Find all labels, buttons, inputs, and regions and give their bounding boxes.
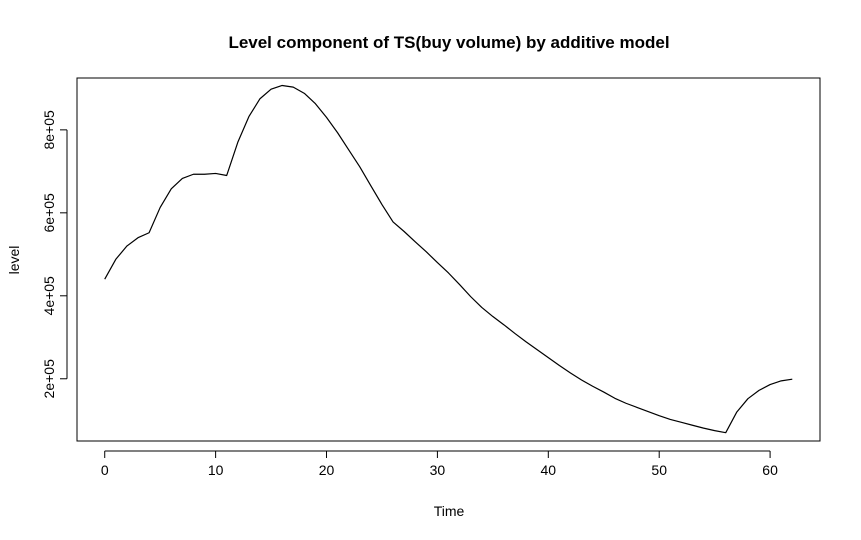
series-line (104, 84, 793, 434)
plot-area-frame (76, 77, 821, 442)
series-layer (104, 84, 793, 434)
x-tick-label: 40 (541, 462, 557, 478)
y-axis-label: level (6, 246, 22, 275)
chart-title: Level component of TS(buy volume) by add… (228, 33, 669, 52)
y-tick-label: 2e+05 (41, 359, 57, 399)
y-axis: 2e+05 4e+05 6e+05 8e+05 (41, 110, 68, 399)
y-tick-label: 6e+05 (41, 193, 57, 233)
x-axis-label: Time (434, 503, 465, 519)
x-tick-label: 50 (651, 462, 667, 478)
x-tick-label: 30 (430, 462, 446, 478)
x-tick-label: 0 (101, 462, 109, 478)
x-tick-label: 10 (208, 462, 224, 478)
x-tick-label: 20 (319, 462, 335, 478)
y-tick-label: 4e+05 (41, 276, 57, 316)
x-axis: 0 10 20 30 40 50 60 (101, 450, 778, 478)
y-tick-label: 8e+05 (41, 110, 57, 150)
x-tick-label: 60 (762, 462, 778, 478)
